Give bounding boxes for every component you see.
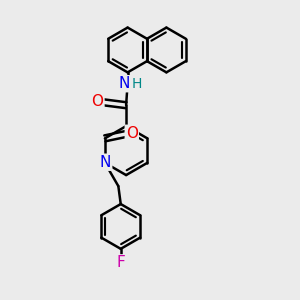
Text: N: N (118, 76, 130, 91)
Text: H: H (132, 77, 142, 91)
Text: N: N (100, 155, 111, 170)
Text: O: O (126, 126, 138, 141)
Text: O: O (92, 94, 104, 109)
Text: F: F (116, 255, 125, 270)
